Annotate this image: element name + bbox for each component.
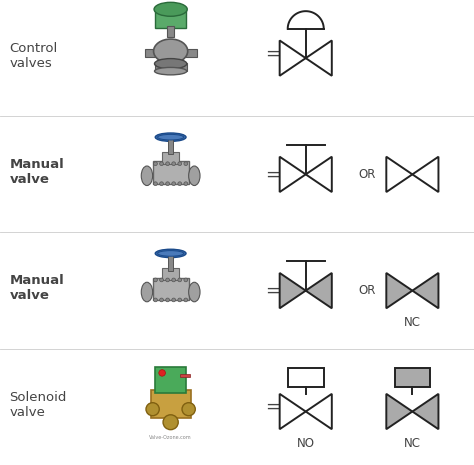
Bar [288,368,323,387]
Ellipse shape [141,166,153,186]
Bar [394,368,430,387]
Text: OR: OR [359,284,376,297]
Text: Manual
valve: Manual valve [9,274,64,302]
Ellipse shape [141,282,153,302]
Text: NC: NC [404,437,421,450]
Text: Solenoid
valve: Solenoid valve [9,391,67,418]
Circle shape [184,298,188,302]
Circle shape [184,182,188,186]
Text: NO: NO [297,437,315,450]
Circle shape [172,162,175,166]
Circle shape [154,182,157,186]
Circle shape [166,278,170,282]
Circle shape [166,182,170,186]
Text: =: = [265,45,280,62]
Circle shape [159,370,165,376]
Bar [168,252,173,271]
Bar [153,278,189,300]
Circle shape [146,403,159,416]
Ellipse shape [157,251,183,256]
Circle shape [154,278,157,282]
Circle shape [184,278,188,282]
Circle shape [160,298,164,302]
Polygon shape [412,157,438,192]
Circle shape [160,162,164,166]
Bar [155,367,186,393]
Bar [168,136,173,154]
Text: =: = [265,398,280,416]
Circle shape [163,415,178,430]
Circle shape [184,162,188,166]
Polygon shape [386,273,412,308]
Ellipse shape [189,166,200,186]
Circle shape [178,278,182,282]
Bar [180,374,190,377]
Bar [185,49,197,57]
Circle shape [172,298,175,302]
Text: OR: OR [359,168,376,181]
Ellipse shape [155,133,186,141]
Polygon shape [306,394,332,429]
Polygon shape [280,273,306,308]
Circle shape [154,298,157,302]
Ellipse shape [155,67,187,75]
Circle shape [172,278,175,282]
Circle shape [160,182,164,186]
Text: Valve-Ozone.com: Valve-Ozone.com [149,435,192,439]
Polygon shape [386,157,412,192]
Polygon shape [306,273,332,308]
Bar [155,63,187,71]
Text: NC: NC [404,316,421,329]
Ellipse shape [155,59,187,69]
Ellipse shape [154,2,187,16]
Circle shape [160,278,164,282]
Text: =: = [265,166,280,183]
Ellipse shape [154,39,188,63]
Text: Manual
valve: Manual valve [9,158,64,186]
Circle shape [178,298,182,302]
Ellipse shape [189,282,200,302]
Circle shape [182,403,195,416]
Bar [155,7,186,28]
Circle shape [172,182,175,186]
Polygon shape [412,394,438,429]
Bar [162,268,179,280]
Circle shape [166,162,170,166]
Bar [162,152,179,164]
Circle shape [178,182,182,186]
Polygon shape [386,394,412,429]
Polygon shape [306,40,332,76]
Ellipse shape [155,249,186,258]
Bar [153,161,189,184]
Ellipse shape [157,134,183,140]
Text: =: = [265,282,280,299]
Polygon shape [280,40,306,76]
Bar [145,49,156,57]
Text: Control
valves: Control valves [9,42,58,70]
Polygon shape [412,273,438,308]
Circle shape [178,162,182,166]
Circle shape [166,298,170,302]
Polygon shape [280,157,306,192]
Polygon shape [280,394,306,429]
Circle shape [154,162,157,166]
Bar [167,26,174,37]
Polygon shape [306,157,332,192]
Bar [151,390,191,418]
